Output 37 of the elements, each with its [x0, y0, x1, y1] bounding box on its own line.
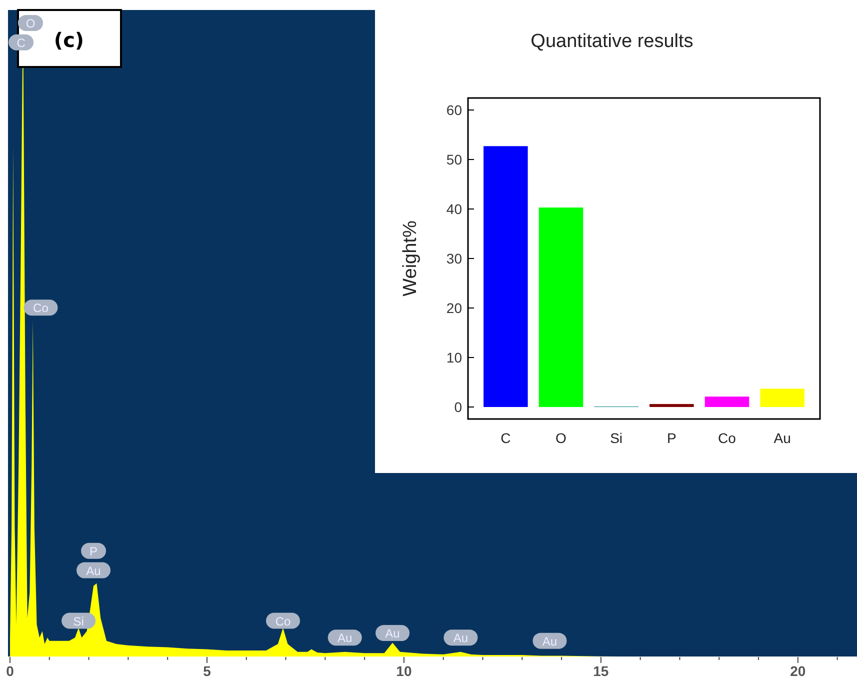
annotation: P [90, 544, 98, 558]
y-tick-label: 20 [446, 300, 462, 316]
x-tick-label: 15 [593, 663, 609, 678]
annotation: Co [33, 301, 49, 316]
annotation: Au [86, 564, 101, 578]
x-tick-label: 20 [790, 663, 806, 678]
chart-title: Quantitative results [530, 31, 694, 52]
annotation: Au [338, 631, 352, 646]
x-tick-label: C [500, 430, 511, 446]
x-tick-label: Si [610, 430, 623, 446]
x-tick-label: O [556, 430, 567, 446]
bar [484, 146, 528, 407]
bar [760, 388, 804, 407]
x-tick-label: Co [718, 430, 736, 446]
annotation: Au [453, 631, 468, 646]
annotation: Co [275, 614, 292, 628]
annotation: Au [385, 626, 400, 641]
annotation: O [26, 16, 36, 30]
annotation: C [16, 36, 26, 50]
annotation: (c) [54, 28, 84, 52]
bar [538, 208, 584, 407]
y-tick-label: 60 [446, 102, 462, 118]
y-tick-label: 40 [446, 201, 462, 217]
annotation: Au [542, 634, 558, 648]
bar [704, 396, 750, 407]
x-tick-label: 10 [396, 663, 412, 678]
y-axis-title: Weight% [400, 220, 421, 296]
y-tick-label: 50 [446, 152, 462, 168]
x-tick-label: 5 [203, 663, 212, 678]
x-tick-label: P [666, 430, 676, 446]
x-tick-label: Au [774, 430, 791, 446]
bar [650, 404, 694, 407]
annotation: Si [73, 614, 84, 628]
y-tick-label: 0 [454, 399, 462, 415]
y-tick-label: 30 [446, 250, 462, 266]
y-tick-label: 10 [446, 350, 462, 366]
x-tick-label: 0 [6, 663, 14, 678]
